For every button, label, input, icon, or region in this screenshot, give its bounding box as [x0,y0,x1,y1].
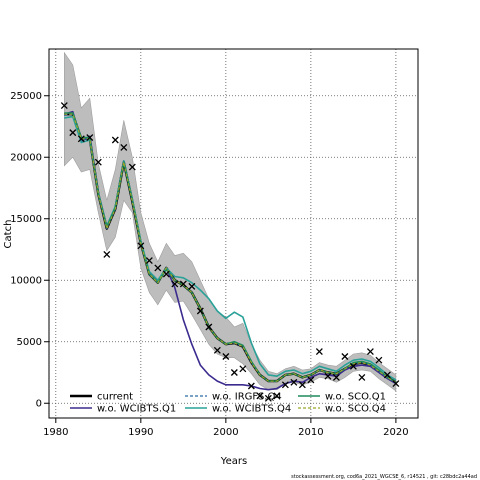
observed-point [264,394,272,402]
observed-point [94,158,102,166]
observed-point [128,163,136,171]
observed-point [290,378,298,386]
x-axis: 1980 1990 2000 2010 2020 [43,418,409,438]
footer-text: stockassessment.org, cod6a_2021_WGCSE_6,… [291,474,477,480]
observed-point [154,264,162,272]
observed-point [298,381,306,389]
observed-point [358,373,366,381]
observed-point [222,353,230,360]
x-axis-label: Years [220,456,247,467]
observed-point [205,323,213,331]
observed-point [281,381,289,389]
observed-point [332,373,340,381]
legend: current w.o. IRGFS.Q4 w.o. SCO.Q1 w.o. WCIB… [70,392,386,415]
x-tick-label: 1980 [43,427,68,438]
y-tick-label: 5000 [17,337,42,348]
observed-point [171,280,179,288]
y-tick-label: 0 [36,399,42,410]
confidence-band-area [64,51,397,392]
observed-point [341,353,349,360]
observed-point [349,362,357,370]
observed-point [383,371,391,379]
observed-point [77,135,85,143]
observed-point [120,143,128,151]
observed-point [247,382,255,390]
confidence-band [64,51,397,392]
observed-point [60,102,68,110]
observed-point [196,307,204,315]
y-tick-label: 20000 [10,153,42,164]
x-tick-label: 1990 [128,427,153,438]
legend-label: current [97,392,133,403]
series-line-w-o-sco-q4 [64,113,397,383]
observed-point [145,257,153,265]
y-tick-label: 15000 [10,214,42,225]
observed-point [256,392,264,400]
observed-point [86,134,94,142]
y-tick-label: 25000 [10,91,42,102]
observed-point [111,136,119,144]
observed-point [162,270,170,278]
observed-point [315,348,323,356]
y-axis: 0 5000 10000 15000 20000 25000 [10,91,49,410]
x-tick-label: 2010 [298,427,323,438]
observed-point [213,346,221,354]
observed-point [392,380,400,388]
observed-point [179,280,187,288]
legend-label: w.o. SCO.Q1 [325,392,386,403]
observed-point [69,129,77,137]
plot-frame [48,48,419,419]
legend-label: w.o. WCIBTS.Q4 [212,404,291,415]
observed-point [324,372,332,380]
observed-point [307,376,315,384]
series-lines [64,110,397,391]
observed-point [137,242,145,250]
observed-points [60,102,400,402]
legend-label: w.o. WCIBTS.Q1 [97,404,176,415]
x-tick-label: 2000 [213,427,238,438]
y-tick-label: 10000 [10,276,42,287]
x-tick-label: 2020 [383,427,408,438]
observed-point [103,250,111,258]
legend-label: w.o. SCO.Q4 [325,404,386,415]
y-axis-label: Catch [3,220,14,249]
observed-point [366,348,374,356]
legend-label: w.o. IRGFS.Q4 [212,392,282,403]
observed-point [239,365,247,373]
observed-point [273,392,281,400]
observed-point [188,282,196,290]
observed-point [375,356,383,364]
observed-point [230,369,238,376]
